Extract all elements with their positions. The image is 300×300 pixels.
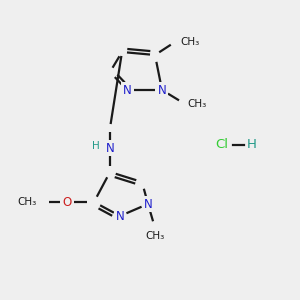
Text: N: N bbox=[158, 83, 166, 97]
Text: Cl: Cl bbox=[215, 139, 229, 152]
Text: N: N bbox=[116, 209, 124, 223]
Text: CH₃: CH₃ bbox=[146, 231, 165, 241]
Text: CH₃: CH₃ bbox=[18, 197, 37, 207]
Text: N: N bbox=[123, 83, 131, 97]
Text: H: H bbox=[247, 139, 257, 152]
Text: O: O bbox=[62, 196, 72, 208]
Text: N: N bbox=[144, 197, 152, 211]
Text: N: N bbox=[106, 142, 114, 154]
Text: CH₃: CH₃ bbox=[180, 37, 200, 47]
Text: H: H bbox=[92, 141, 100, 151]
Text: CH₃: CH₃ bbox=[188, 99, 207, 109]
